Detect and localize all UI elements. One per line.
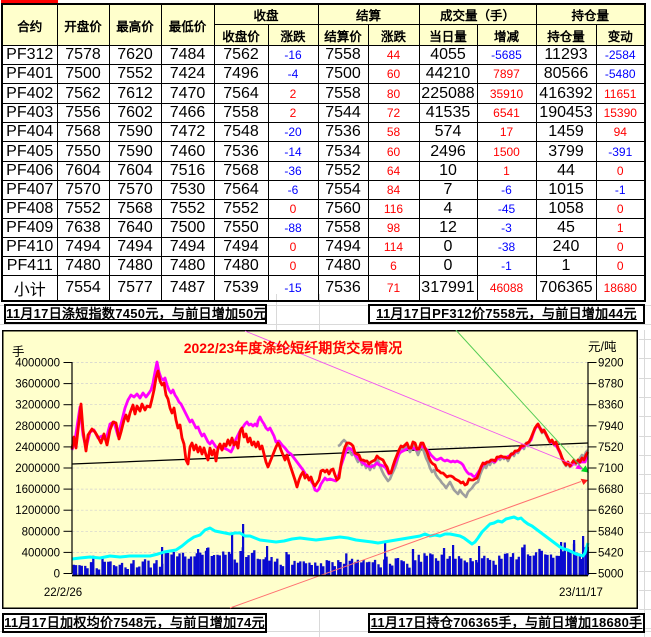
- svg-text:2400000: 2400000: [15, 442, 60, 454]
- svg-text:2000000: 2000000: [15, 463, 60, 475]
- svg-text:元/吨: 元/吨: [588, 340, 617, 354]
- svg-text:2022/23年度涤纶短纤期货交易情况: 2022/23年度涤纶短纤期货交易情况: [184, 340, 403, 356]
- svg-text:3600000: 3600000: [15, 379, 60, 391]
- svg-text:8360: 8360: [598, 400, 624, 412]
- svg-text:2800000: 2800000: [15, 421, 60, 433]
- svg-text:800000: 800000: [22, 526, 60, 538]
- svg-text:5420: 5420: [598, 547, 624, 559]
- svg-text:5000: 5000: [598, 569, 624, 581]
- svg-text:7940: 7940: [598, 421, 624, 433]
- svg-text:6680: 6680: [598, 484, 624, 496]
- svg-text:4000000: 4000000: [15, 358, 60, 370]
- svg-text:3200000: 3200000: [15, 400, 60, 412]
- svg-text:22/2/26: 22/2/26: [44, 587, 82, 599]
- svg-text:23/11/17: 23/11/17: [559, 587, 603, 599]
- svg-text:1200000: 1200000: [15, 505, 60, 517]
- svg-text:1600000: 1600000: [15, 484, 60, 496]
- svg-text:400000: 400000: [22, 547, 60, 559]
- svg-text:5840: 5840: [598, 526, 624, 538]
- svg-text:手: 手: [12, 345, 25, 359]
- svg-text:7100: 7100: [598, 463, 624, 475]
- svg-text:6260: 6260: [598, 505, 624, 517]
- svg-text:9200: 9200: [598, 358, 624, 370]
- svg-text:7520: 7520: [598, 442, 624, 454]
- svg-text:0: 0: [54, 569, 60, 581]
- svg-text:8780: 8780: [598, 379, 624, 391]
